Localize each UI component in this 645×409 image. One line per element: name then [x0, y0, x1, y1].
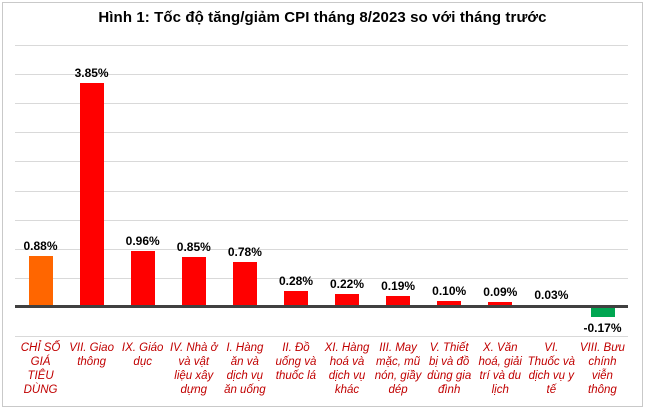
bar [284, 290, 308, 307]
bar [335, 294, 359, 307]
gridline [15, 219, 628, 221]
category-label: I. Hàng ăn và dịch vụ ăn uống [224, 342, 266, 396]
bar [181, 257, 206, 307]
bar [130, 251, 155, 307]
bar [232, 261, 257, 307]
bar-value-label: 0.09% [483, 284, 518, 299]
bar-value-label: -0.17% [583, 320, 622, 335]
gridline [15, 277, 628, 279]
category-label: VI. Thuốc và dịch vụ y tế [527, 342, 575, 396]
gridline [15, 132, 628, 134]
bar-value-label: 0.78% [227, 244, 262, 259]
bar [28, 255, 53, 307]
category-label: IV. Nhà ở và vật liệu xây dựng [169, 342, 218, 396]
bar-value-label: 0.19% [381, 278, 416, 293]
category-label: IX. Giáo dục [121, 342, 164, 368]
category-label: X. Văn hoá, giải trí và du lịch [478, 342, 522, 396]
gridline [15, 248, 628, 250]
x-axis-line [15, 305, 628, 309]
category-label: VIII. Bưu chính viễn thông [579, 342, 625, 396]
bar [488, 301, 513, 307]
category-label: III. May mặc, mũ nón, giầy dép [374, 342, 422, 396]
gridline [15, 190, 628, 192]
bar [437, 301, 462, 307]
bar-value-label: 0.03% [534, 287, 569, 302]
bar-value-label: 0.85% [176, 240, 211, 255]
chart-title: Hình 1: Tốc độ tăng/giảm CPI tháng 8/202… [98, 9, 547, 26]
bar-value-label: 0.88% [23, 238, 58, 253]
bar-value-label: 0.96% [125, 234, 160, 248]
category-label: VII. Giao thông [69, 342, 114, 368]
x-axis-category-labels: CHỈ SỐ GIÁ TIÊU DÙNG VII. Giao thông IX. G… [15, 341, 628, 397]
gridline [15, 45, 628, 46]
gridline [15, 336, 628, 337]
bar-value-label: 0.28% [278, 273, 314, 288]
gridline [15, 74, 628, 76]
category-label: V. Thiết bị và đồ dùng gia đình [427, 342, 472, 396]
bar-value-label: 0.10% [432, 284, 467, 299]
gridline [15, 103, 628, 105]
bar-value-label: 0.22% [329, 277, 365, 292]
plot-area: 0.88% 3.85% 0.96% 0.85% 0.78% 0.28% 0.22% 0.19%… [15, 45, 628, 337]
gridline [15, 161, 628, 163]
bar [386, 295, 411, 307]
category-label: XI. Hàng hoá và dịch vụ khác [324, 342, 370, 396]
category-label: II. Đồ uống và thuốc lá [275, 342, 317, 382]
bar [79, 82, 104, 307]
bar-value-label: 3.85% [74, 65, 109, 80]
bar [590, 306, 615, 317]
category-label: CHỈ SỐ GIÁ TIÊU DÙNG [20, 342, 61, 396]
